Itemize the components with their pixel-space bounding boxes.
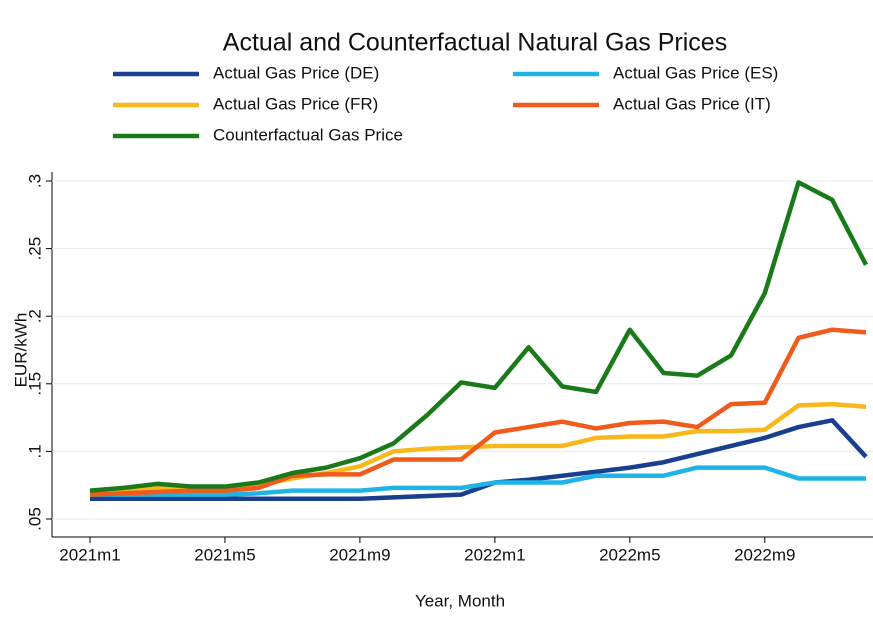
x-tick-label: 2022m9 <box>734 545 795 564</box>
y-axis-label: EUR/kWh <box>11 313 30 388</box>
y-tick-label: .25 <box>25 237 44 261</box>
y-tick-label: .2 <box>25 309 44 323</box>
x-tick-label: 2022m1 <box>464 545 525 564</box>
y-tick-label: .1 <box>25 444 44 458</box>
x-tick-label: 2021m5 <box>194 545 255 564</box>
x-tick-label: 2021m9 <box>329 545 390 564</box>
series-line <box>90 418 868 501</box>
y-tick-label: .05 <box>25 507 44 531</box>
legend-label: Counterfactual Gas Price <box>213 125 403 144</box>
series-line <box>89 327 867 497</box>
legend-label: Actual Gas Price (ES) <box>613 63 778 82</box>
y-tick-label: .3 <box>25 174 44 188</box>
legend-label: Actual Gas Price (DE) <box>213 63 379 82</box>
series-line <box>90 465 866 497</box>
legend-label: Actual Gas Price (IT) <box>613 94 771 113</box>
legend-label: Actual Gas Price (FR) <box>213 94 378 113</box>
chart-title: Actual and Counterfactual Natural Gas Pr… <box>223 29 727 57</box>
x-tick-label: 2021m1 <box>59 545 120 564</box>
x-axis-label: Year, Month <box>415 591 505 610</box>
y-tick-label: .15 <box>25 372 44 396</box>
x-tick-label: 2022m5 <box>599 545 660 564</box>
series-line <box>89 180 868 493</box>
